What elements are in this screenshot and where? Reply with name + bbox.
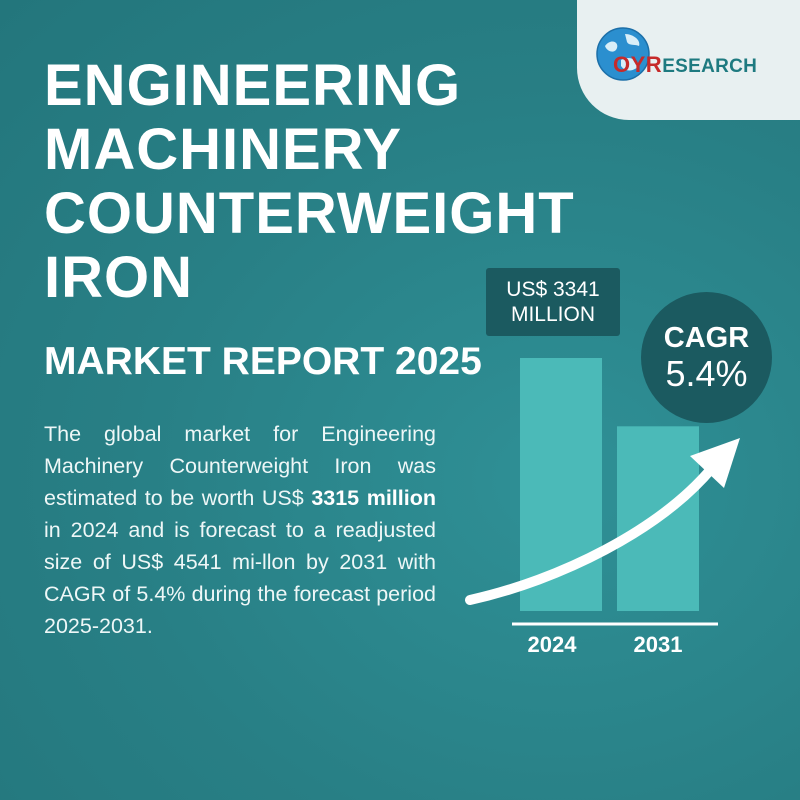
logo-card: OYRESEARCH: [577, 0, 800, 120]
description-bold-value: 3315 million: [311, 486, 436, 510]
x-tick-label-2024: 2024: [528, 632, 578, 657]
market-description: The global market for Engineering Machin…: [44, 418, 436, 642]
cagr-label: CAGR: [663, 321, 750, 354]
x-tick-label-2031: 2031: [634, 632, 683, 657]
page-title: ENGINEERING MACHINERY COUNTERWEIGHT IRON: [44, 54, 604, 310]
title-line-2: MACHINERY: [44, 117, 403, 182]
description-part-1: The global market for Engineering Machin…: [44, 422, 436, 510]
brand-logo-red: OYR: [613, 52, 663, 77]
growth-arrow: [465, 438, 740, 605]
brand-logo-text: OYRESEARCH: [613, 52, 757, 78]
title-line-3: COUNTERWEIGHT: [44, 181, 575, 246]
report-subtitle: MARKET REPORT 2025: [44, 340, 482, 383]
cagr-badge: CAGR 5.4%: [641, 292, 772, 423]
value-badge-line-1: US$ 3341: [506, 278, 600, 301]
globe-icon: [596, 27, 650, 81]
title-line-1: ENGINEERING: [44, 53, 462, 118]
title-line-4: IRON: [44, 245, 193, 310]
value-badge-line-2: MILLION: [510, 303, 596, 326]
x-axis-labels: 2024 2031: [528, 632, 683, 657]
cagr-value: 5.4%: [665, 352, 748, 394]
description-part-2: in 2024 and is forecast to a readjusted …: [44, 518, 436, 638]
brand-logo-rest: ESEARCH: [662, 56, 758, 77]
value-badge: US$ 3341 MILLION: [486, 268, 620, 336]
